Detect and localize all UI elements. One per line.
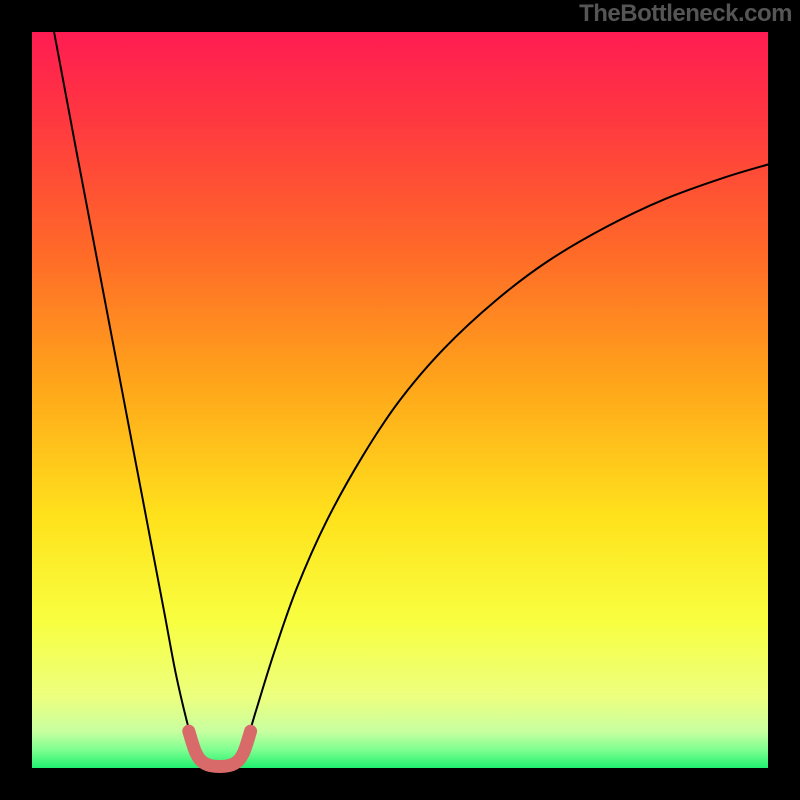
- chart-svg: [0, 0, 800, 800]
- watermark-text: TheBottleneck.com: [579, 0, 792, 28]
- chart-container: TheBottleneck.com: [0, 0, 800, 800]
